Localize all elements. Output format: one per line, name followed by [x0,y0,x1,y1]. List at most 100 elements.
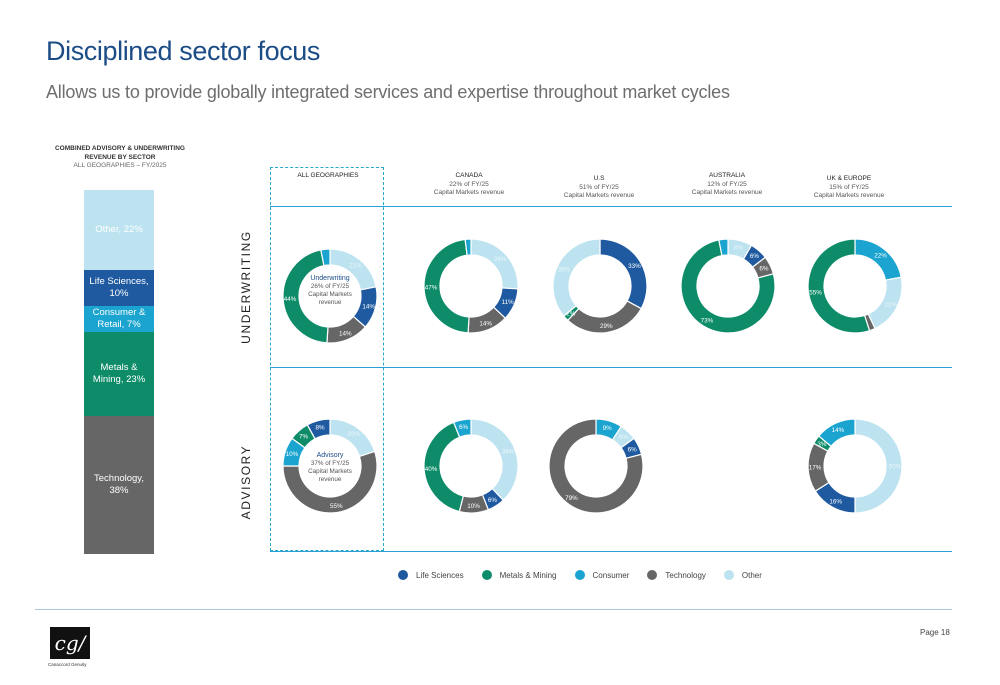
donut-slice-label: 35% [558,266,571,273]
donut-advisory-all-geographies: 20% 55% 10% 7% 8% [282,418,378,514]
legend-item-other: Other [723,570,762,580]
donut-slice-label: 73% [701,317,714,324]
stack-chart-heading: COMBINED ADVISORY & UNDERWRITING REVENUE… [50,145,190,171]
legend-item-life-sciences: Life Sciences [398,570,464,580]
donut-slice-label: 44% [284,296,297,303]
donut-slice-label: 55% [809,290,822,297]
stack-segment-technology: Technology, 38% [84,415,154,554]
column-name: AUSTRALIA [708,172,746,179]
column-share-caption: Capital Markets revenue [813,192,885,199]
donut-slice-consumer [464,238,472,256]
donut-slice-label: 14% [832,427,845,434]
donut-slice-label: 10% [467,503,480,510]
stack-segment-other: Other, 22% [84,190,154,271]
header-divider [270,206,952,207]
donut-slice-label: 14% [479,320,492,327]
legend-item-metals-mining: Metals & Mining [481,570,557,580]
stack-segment-metals-mining: Metals & Mining, 23% [84,331,154,416]
donut-slice-other [854,418,903,514]
donut-underwriting-australia: 8% 6% 6% 73% [680,238,776,334]
legend-swatch [398,570,408,580]
column-share-caption: Capital Markets revenue [563,192,635,199]
legend-swatch [574,570,585,580]
column-share: 22% of FY/25 [449,180,489,188]
legend-label: Consumer [592,570,630,580]
donut-slice-consumer [718,238,729,257]
donut-slice-life-sciences [306,418,331,440]
donut-slice-technology [548,418,644,514]
row-divider [270,367,952,368]
donut-slice-other [470,418,519,502]
donut-slice-label: 38% [502,449,515,456]
donut-advisory-canada: 38% 6% 10% 40% 6% [423,418,519,514]
advisory-center-label: Advisory 37% of FY/25 Capital Markets re… [300,452,360,484]
column-share: 15% of FY/25 [829,183,869,191]
donut-slice-metals-mining [423,238,470,334]
donut-slice-label: 79% [565,495,578,502]
column-name: CANADA [455,172,483,179]
legend: Life Sciences Metals & Mining Consumer T… [398,570,762,580]
donut-slice-label: 6% [488,497,498,504]
logo-caption: Canaccord Genuity [48,662,87,667]
donut-slice-metals-mining [807,238,871,334]
donut-slice-consumer [817,418,856,448]
legend-label: Technology [665,570,706,580]
donut-slice-label: 29% [600,323,613,330]
donut-slice-label: 55% [330,503,343,510]
donut-slice-label: 21% [349,262,362,269]
donut-slice-label: 6% [759,266,769,273]
center-line: revenue [318,476,342,483]
center-title: Advisory [316,452,344,459]
donut-slice-label: 6% [750,253,760,260]
stack-chart-title: COMBINED ADVISORY & UNDERWRITING REVENUE… [54,145,185,161]
underwriting-center-label: Underwriting 26% of FY/25 Capital Market… [300,275,360,307]
donut-slice-consumer [320,248,331,267]
center-line: 37% of FY/25 [310,460,350,467]
center-line: Capital Markets [308,468,352,475]
column-share-caption: Capital Markets revenue [691,189,763,196]
donut-slice-label: 47% [425,285,438,292]
center-title: Underwriting [310,275,350,282]
donut-advisory-uk-europe: 50% 16% 17% 3% 14% [807,418,903,514]
donut-slice-label: 20% [347,431,360,438]
donut-slice-label: 6% [619,434,629,441]
legend-item-consumer: Consumer [574,570,630,580]
stack-segment-life-sciences: Life Sciences, 10% [84,270,154,307]
center-line: 26% of FY/25 [310,283,350,290]
column-share-caption: Capital Markets revenue [433,189,505,196]
donut-slice-label: 21% [884,301,897,308]
company-logo: cg/ [50,627,90,659]
donut-slice-label: 14% [339,330,352,337]
donut-slice-label: 10% [286,451,299,458]
bottom-divider [270,551,952,552]
page-subtitle: Allows us to provide globally integrated… [46,82,730,102]
donut-slice-label: 8% [734,245,744,252]
column-name: ALL GEOGRAPHIES [297,172,359,179]
donut-slice-life-sciences [599,238,648,310]
column-header-australia: AUSTRALIA 12% of FY/25 Capital Markets r… [667,172,787,198]
column-header-us: U.S 51% of FY/25 Capital Markets revenue [539,175,659,201]
stack-segment-consumer: Consumer & Retail, 7% [84,306,154,332]
donut-slice-consumer [452,418,472,438]
donut-underwriting-uk-europe: 22% 21% 55% [807,238,903,334]
donut-slice-label: 50% [889,463,902,470]
donut-slice-label: 16% [829,498,842,505]
donut-slice-label: 9% [603,425,613,432]
legend-swatch [723,570,734,580]
donut-slice-label: 40% [425,466,438,473]
donut-slice-label: 22% [874,252,887,259]
donut-slice-technology [282,450,378,514]
donut-underwriting-u.s: 33% 29% 2% 35% [552,238,648,334]
donut-slice-label: 11% [502,299,515,306]
donut-slice-label: 6% [628,446,638,453]
center-line: Capital Markets [308,291,352,298]
donut-slice-other [470,238,519,290]
legend-label: Metals & Mining [499,570,557,580]
donut-slice-label: 6% [459,424,469,431]
all-geographies-highlight [270,167,384,551]
donut-slice-consumer [854,238,902,281]
column-name: U.S [593,175,605,182]
stack-chart-subtitle: ALL GEOGRAPHIES – FY/2025 [73,162,167,169]
donut-slice-label: 14% [362,304,375,311]
